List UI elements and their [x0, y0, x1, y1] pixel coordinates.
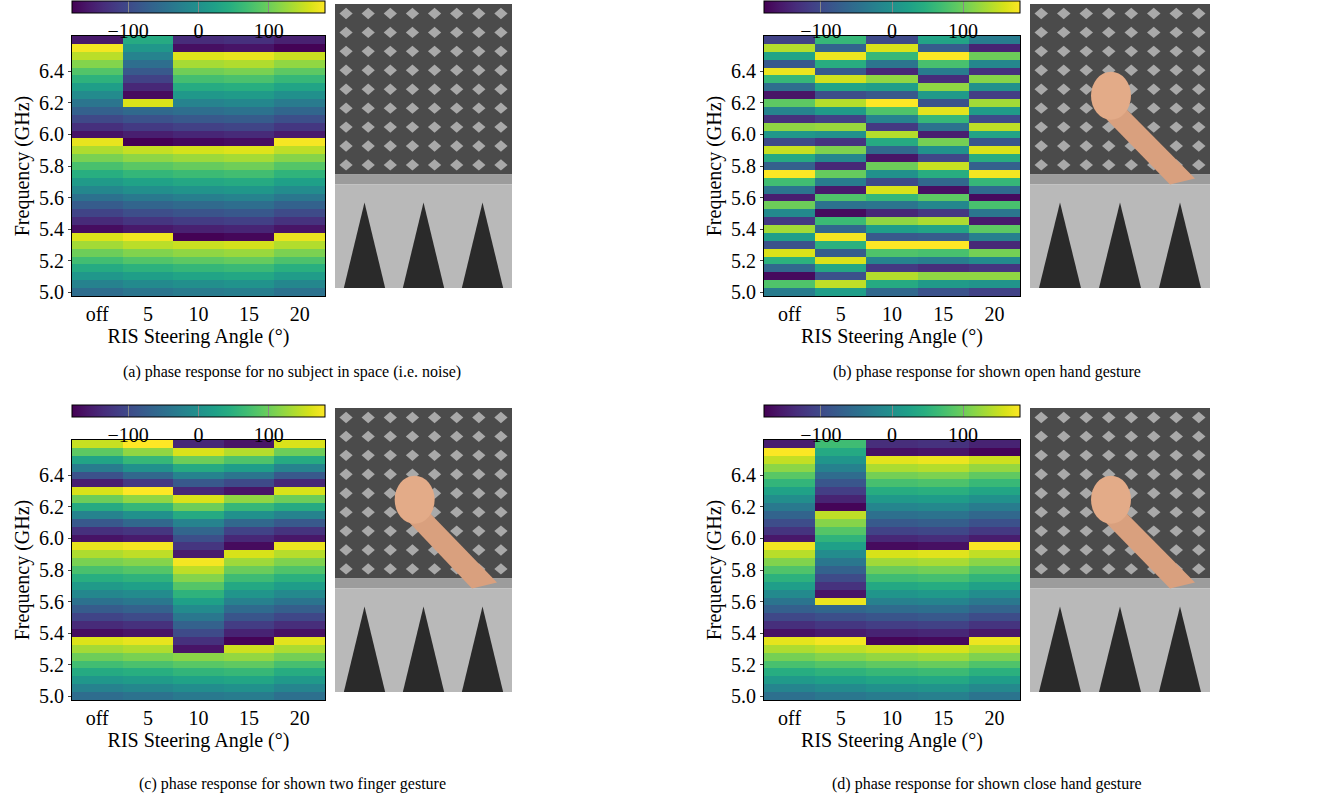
svg-text:6.4: 6.4 — [731, 464, 756, 486]
svg-text:Frequency (GHz): Frequency (GHz) — [703, 500, 726, 641]
svg-text:100: 100 — [948, 20, 978, 42]
svg-text:−100: −100 — [800, 20, 841, 42]
svg-text:20: 20 — [290, 303, 310, 325]
svg-text:5.4: 5.4 — [39, 622, 64, 644]
svg-text:Frequency (GHz): Frequency (GHz) — [703, 96, 726, 237]
svg-text:5.4: 5.4 — [731, 622, 756, 644]
svg-text:off: off — [778, 707, 801, 729]
svg-text:20: 20 — [290, 707, 310, 729]
svg-text:RIS Steering Angle (°): RIS Steering Angle (°) — [108, 325, 290, 348]
svg-text:5.0: 5.0 — [39, 685, 64, 707]
svg-text:(b) phase response for shown o: (b) phase response for shown open hand g… — [833, 363, 1141, 381]
svg-text:(c) phase response for shown t: (c) phase response for shown two finger … — [139, 775, 446, 793]
svg-text:6.2: 6.2 — [39, 92, 64, 114]
svg-text:6.0: 6.0 — [39, 527, 64, 549]
svg-text:10: 10 — [189, 707, 209, 729]
svg-text:15: 15 — [239, 303, 259, 325]
svg-text:10: 10 — [882, 707, 902, 729]
svg-text:5.2: 5.2 — [731, 250, 756, 272]
svg-text:100: 100 — [254, 20, 284, 42]
svg-text:20: 20 — [984, 707, 1004, 729]
svg-text:100: 100 — [254, 424, 284, 446]
svg-text:6.0: 6.0 — [39, 123, 64, 145]
svg-text:100: 100 — [948, 424, 978, 446]
svg-text:5.8: 5.8 — [39, 155, 64, 177]
svg-text:6.4: 6.4 — [731, 60, 756, 82]
svg-text:6.0: 6.0 — [731, 123, 756, 145]
svg-text:6.2: 6.2 — [39, 496, 64, 518]
svg-text:15: 15 — [933, 707, 953, 729]
svg-text:5.0: 5.0 — [731, 685, 756, 707]
svg-text:6.4: 6.4 — [39, 464, 64, 486]
svg-text:off: off — [86, 707, 109, 729]
svg-text:5.4: 5.4 — [39, 218, 64, 240]
svg-text:5.2: 5.2 — [39, 250, 64, 272]
svg-text:0: 0 — [194, 20, 204, 42]
svg-text:6.0: 6.0 — [731, 527, 756, 549]
svg-text:Frequency (GHz): Frequency (GHz) — [11, 96, 34, 237]
svg-text:−100: −100 — [108, 20, 149, 42]
svg-text:RIS Steering Angle (°): RIS Steering Angle (°) — [801, 325, 983, 348]
svg-text:−100: −100 — [108, 424, 149, 446]
svg-text:5: 5 — [836, 303, 846, 325]
svg-text:RIS Steering Angle (°): RIS Steering Angle (°) — [108, 729, 290, 752]
svg-text:5.2: 5.2 — [731, 654, 756, 676]
svg-text:(d) phase response for shown c: (d) phase response for shown close hand … — [832, 775, 1142, 793]
svg-text:6.4: 6.4 — [39, 60, 64, 82]
svg-text:5.6: 5.6 — [731, 187, 756, 209]
svg-text:(a) phase response for no subj: (a) phase response for no subject in spa… — [123, 363, 461, 381]
svg-text:15: 15 — [933, 303, 953, 325]
svg-text:5.4: 5.4 — [731, 218, 756, 240]
svg-text:5.0: 5.0 — [731, 281, 756, 303]
svg-text:10: 10 — [189, 303, 209, 325]
svg-text:−100: −100 — [800, 424, 841, 446]
svg-text:6.2: 6.2 — [731, 92, 756, 114]
svg-text:0: 0 — [194, 424, 204, 446]
svg-text:5.8: 5.8 — [731, 559, 756, 581]
svg-text:off: off — [86, 303, 109, 325]
svg-text:5: 5 — [143, 303, 153, 325]
svg-text:5.2: 5.2 — [39, 654, 64, 676]
svg-text:5.0: 5.0 — [39, 281, 64, 303]
svg-text:Frequency (GHz): Frequency (GHz) — [11, 500, 34, 641]
svg-text:off: off — [778, 303, 801, 325]
svg-text:0: 0 — [887, 20, 897, 42]
svg-text:5.8: 5.8 — [731, 155, 756, 177]
svg-text:20: 20 — [984, 303, 1004, 325]
svg-text:6.2: 6.2 — [731, 496, 756, 518]
svg-text:5: 5 — [143, 707, 153, 729]
svg-text:5.8: 5.8 — [39, 559, 64, 581]
svg-text:15: 15 — [239, 707, 259, 729]
svg-text:10: 10 — [882, 303, 902, 325]
svg-text:RIS Steering Angle (°): RIS Steering Angle (°) — [801, 729, 983, 752]
svg-text:0: 0 — [887, 424, 897, 446]
svg-text:5.6: 5.6 — [39, 187, 64, 209]
svg-text:5.6: 5.6 — [39, 591, 64, 613]
svg-text:5: 5 — [836, 707, 846, 729]
svg-text:5.6: 5.6 — [731, 591, 756, 613]
